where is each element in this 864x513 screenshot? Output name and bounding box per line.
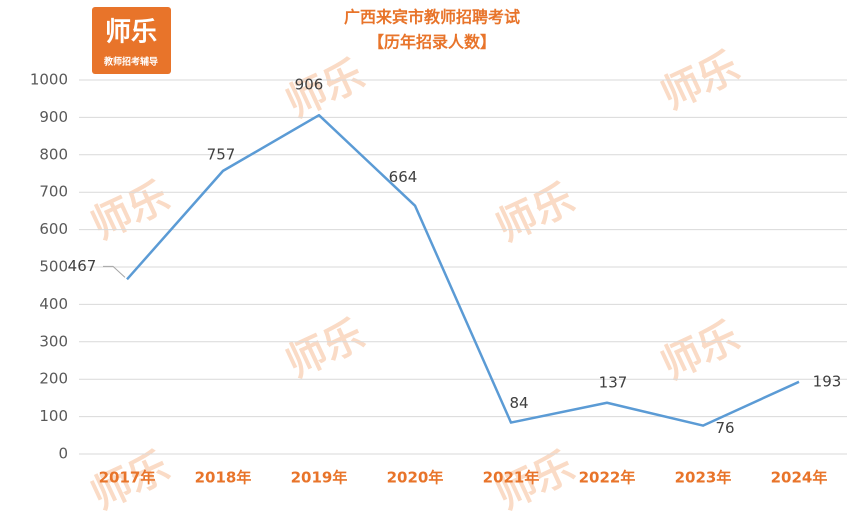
value-label: 467: [68, 257, 97, 275]
chart-title: 广西来宾市教师招聘考试: [344, 8, 520, 27]
logo-box: [92, 7, 171, 74]
y-tick-label: 300: [39, 332, 68, 350]
leader-line: [103, 265, 126, 278]
y-tick-label: 400: [39, 295, 68, 313]
value-label: 137: [599, 373, 628, 391]
y-tick-label: 500: [39, 258, 68, 276]
watermark: 师乐: [654, 314, 746, 389]
y-tick-label: 0: [58, 445, 68, 463]
x-tick-label: 2018年: [195, 469, 252, 487]
watermark: 师乐: [489, 176, 581, 251]
chart-subtitle: 【历年招录人数】: [368, 33, 496, 52]
watermark: 师乐: [279, 312, 371, 387]
value-label: 76: [715, 419, 734, 437]
watermark: 师乐: [279, 52, 371, 127]
value-label: 664: [389, 168, 418, 186]
y-tick-label: 100: [39, 407, 68, 425]
value-label: 757: [207, 145, 236, 163]
logo-name: 师乐: [105, 18, 157, 48]
y-tick-label: 600: [39, 220, 68, 238]
x-tick-label: 2023年: [675, 469, 732, 487]
y-tick-label: 1000: [30, 71, 68, 89]
data-line: [126, 113, 800, 427]
y-tick-label: 700: [39, 183, 68, 201]
logo: 师乐 教师招考辅导: [92, 7, 171, 74]
x-tick-label: 2022年: [579, 469, 636, 487]
y-tick-label: 200: [39, 370, 68, 388]
x-tick-label: 2021年: [483, 469, 540, 487]
value-label: 84: [509, 394, 528, 412]
x-tick-label: 2024年: [771, 469, 828, 487]
logo-tagline: 教师招考辅导: [103, 56, 158, 68]
value-label: 193: [813, 372, 842, 390]
watermark: 师乐: [654, 44, 746, 119]
x-tick-label: 2019年: [291, 469, 348, 487]
y-tick-label: 800: [39, 145, 68, 163]
x-tick-label: 2020年: [387, 469, 444, 487]
value-label: 906: [295, 76, 324, 94]
y-tick-label: 900: [39, 108, 68, 126]
x-tick-label: 2017年: [99, 469, 156, 487]
